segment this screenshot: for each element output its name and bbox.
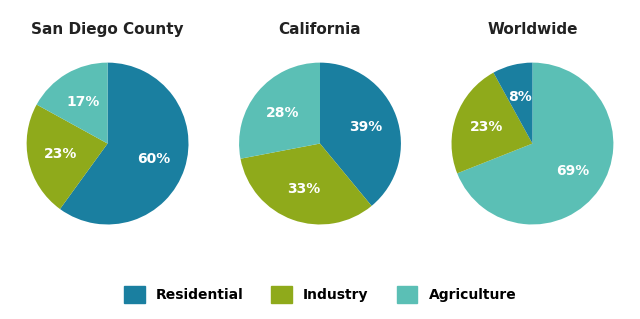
Wedge shape — [36, 63, 108, 144]
Text: 69%: 69% — [556, 164, 589, 178]
Text: 8%: 8% — [509, 90, 532, 104]
Text: 23%: 23% — [470, 120, 504, 134]
Wedge shape — [60, 63, 189, 225]
Title: Worldwide: Worldwide — [487, 22, 578, 37]
Wedge shape — [239, 63, 320, 159]
Wedge shape — [451, 73, 532, 173]
Text: 33%: 33% — [287, 182, 320, 196]
Text: 23%: 23% — [44, 147, 77, 161]
Title: California: California — [278, 22, 362, 37]
Text: 17%: 17% — [66, 95, 100, 109]
Text: 39%: 39% — [349, 120, 382, 134]
Wedge shape — [457, 63, 613, 225]
Wedge shape — [27, 105, 108, 209]
Text: 60%: 60% — [137, 152, 170, 166]
Legend: Residential, Industry, Agriculture: Residential, Industry, Agriculture — [118, 281, 522, 309]
Text: 28%: 28% — [266, 106, 300, 120]
Title: San Diego County: San Diego County — [31, 22, 184, 37]
Wedge shape — [320, 63, 401, 206]
Wedge shape — [493, 63, 532, 144]
Wedge shape — [241, 144, 372, 225]
